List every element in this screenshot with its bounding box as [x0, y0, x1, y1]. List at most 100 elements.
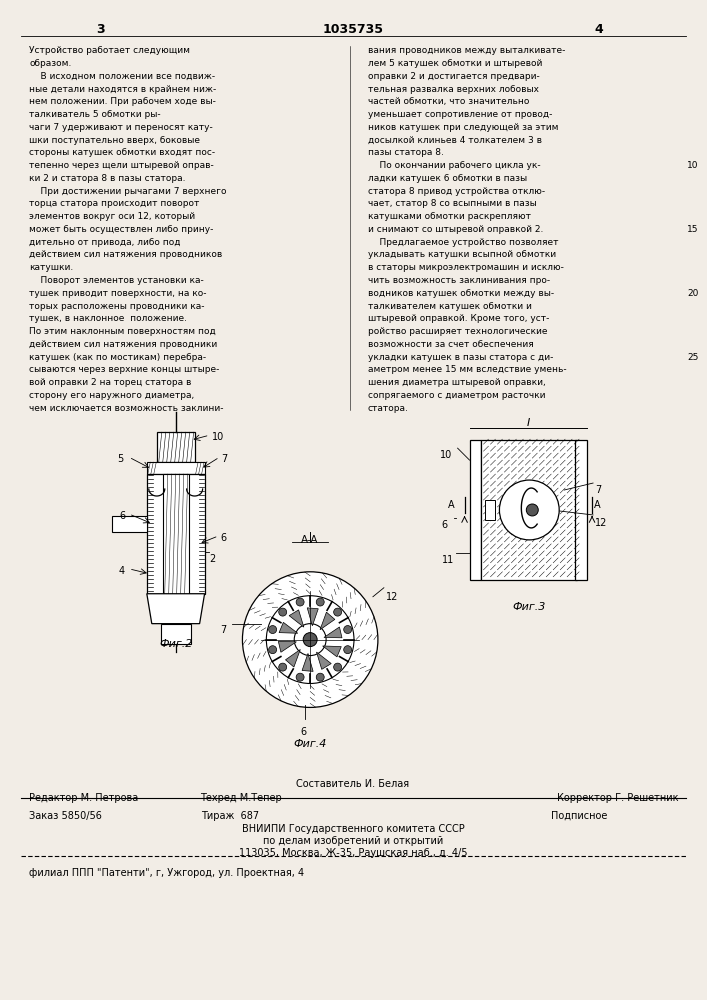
- Text: чает, статор 8 со всыпными в пазы: чает, статор 8 со всыпными в пазы: [368, 199, 537, 208]
- Text: уменьшает сопротивление от провод-: уменьшает сопротивление от провод-: [368, 110, 552, 119]
- Polygon shape: [324, 627, 342, 638]
- Text: ладки катушек 6 обмотки в пазы: ладки катушек 6 обмотки в пазы: [368, 174, 527, 183]
- Text: 7: 7: [221, 625, 227, 635]
- Circle shape: [279, 608, 286, 616]
- Text: тельная развалка верхних лобовых: тельная развалка верхних лобовых: [368, 85, 539, 94]
- Text: шения диаметра штыревой оправки,: шения диаметра штыревой оправки,: [368, 378, 546, 387]
- Text: По этим наклонным поверхностям под: По этим наклонным поверхностям под: [29, 327, 216, 336]
- Text: нем положении. При рабочем ходе вы-: нем положении. При рабочем ходе вы-: [29, 97, 216, 106]
- Bar: [575, 440, 587, 580]
- Text: 12: 12: [386, 592, 398, 602]
- Bar: [160, 624, 191, 644]
- Text: A-A: A-A: [301, 535, 319, 545]
- Text: Техред М.Тепер: Техред М.Тепер: [199, 793, 281, 803]
- Text: 20: 20: [687, 289, 699, 298]
- Circle shape: [267, 596, 354, 683]
- Text: может быть осуществлен либо прину-: может быть осуществлен либо прину-: [29, 225, 214, 234]
- Polygon shape: [286, 649, 300, 667]
- Text: ные детали находятся в крайнем ниж-: ные детали находятся в крайнем ниж-: [29, 85, 216, 94]
- Text: Корректор Г. Решетник: Корректор Г. Решетник: [557, 793, 679, 803]
- Text: сторону его наружного диаметра,: сторону его наружного диаметра,: [29, 391, 194, 400]
- Text: талкиватель 5 обмотки ры-: талкиватель 5 обмотки ры-: [29, 110, 161, 119]
- Polygon shape: [279, 641, 296, 652]
- Text: Фиг.2: Фиг.2: [159, 639, 192, 649]
- Bar: [147, 474, 204, 594]
- Text: лем 5 катушек обмотки и штыревой: лем 5 катушек обмотки и штыревой: [368, 59, 542, 68]
- Text: торца статора происходит поворот: торца статора происходит поворот: [29, 199, 199, 208]
- Text: 5: 5: [117, 454, 123, 464]
- Circle shape: [296, 673, 304, 681]
- Text: сопрягаемого с диаметром расточки: сопрягаемого с диаметром расточки: [368, 391, 545, 400]
- Circle shape: [526, 504, 538, 516]
- Text: пазы статора 8.: пазы статора 8.: [368, 148, 444, 157]
- Bar: [481, 440, 577, 580]
- Text: катушками обмотки раскрепляют: катушками обмотки раскрепляют: [368, 212, 531, 221]
- Circle shape: [316, 673, 325, 681]
- Circle shape: [334, 608, 341, 616]
- Text: Тираж  687: Тираж 687: [201, 811, 259, 821]
- Circle shape: [499, 480, 559, 540]
- Circle shape: [269, 626, 276, 634]
- Text: тепенно через щели штыревой оправ-: тепенно через щели штыревой оправ-: [29, 161, 214, 170]
- Text: A: A: [448, 500, 455, 510]
- Text: 7: 7: [595, 485, 601, 495]
- Bar: [157, 432, 194, 462]
- Text: досылкой клиньев 4 толкателем 3 в: досылкой клиньев 4 толкателем 3 в: [368, 136, 542, 145]
- Text: образом.: образом.: [29, 59, 71, 68]
- Text: филиал ППП "Патенти", г, Ужгород, ул. Проектная, 4: филиал ППП "Патенти", г, Ужгород, ул. Пр…: [29, 868, 305, 878]
- Text: Фиг.4: Фиг.4: [293, 739, 327, 749]
- Text: 4: 4: [595, 23, 603, 36]
- Text: штыревой оправкой. Кроме того, уст-: штыревой оправкой. Кроме того, уст-: [368, 314, 549, 323]
- Text: водников катушек обмотки между вы-: водников катушек обмотки между вы-: [368, 289, 554, 298]
- Text: укладывать катушки всыпной обмотки: укладывать катушки всыпной обмотки: [368, 250, 556, 259]
- Text: Предлагаемое устройство позволяет: Предлагаемое устройство позволяет: [368, 238, 559, 247]
- Text: 113035, Москва, Ж-35, Раушская наб., д. 4/5: 113035, Москва, Ж-35, Раушская наб., д. …: [239, 848, 467, 858]
- Text: тушек приводит поверхности, на ко-: тушек приводит поверхности, на ко-: [29, 289, 206, 298]
- Text: чить возможность заклинивания про-: чить возможность заклинивания про-: [368, 276, 550, 285]
- Text: 1035735: 1035735: [322, 23, 383, 36]
- Bar: [147, 462, 204, 474]
- Text: 12: 12: [595, 518, 607, 528]
- Polygon shape: [308, 608, 318, 626]
- Circle shape: [303, 633, 317, 647]
- Text: дительно от привода, либо под: дительно от привода, либо под: [29, 238, 181, 247]
- Text: вания проводников между выталкивате-: вания проводников между выталкивате-: [368, 46, 566, 55]
- Text: сываются через верхние концы штыре-: сываются через верхние концы штыре-: [29, 365, 220, 374]
- Text: 11: 11: [442, 555, 454, 565]
- Text: возможности за счет обеспечения: возможности за счет обеспечения: [368, 340, 534, 349]
- Polygon shape: [317, 652, 331, 669]
- Text: вой оправки 2 на торец статора в: вой оправки 2 на торец статора в: [29, 378, 192, 387]
- Text: ки 2 и статора 8 в пазы статора.: ки 2 и статора 8 в пазы статора.: [29, 174, 186, 183]
- Text: 10: 10: [687, 161, 699, 170]
- Bar: [469, 440, 481, 580]
- Polygon shape: [320, 612, 335, 630]
- Text: Подписное: Подписное: [551, 811, 607, 821]
- Text: чем исключается возможность заклини-: чем исключается возможность заклини-: [29, 404, 224, 413]
- Text: По окончании рабочего цикла ук-: По окончании рабочего цикла ук-: [368, 161, 541, 170]
- Text: A: A: [594, 500, 600, 510]
- Text: Фиг.3: Фиг.3: [513, 602, 546, 612]
- Circle shape: [296, 598, 304, 606]
- Text: действием сил натяжения проводников: действием сил натяжения проводников: [29, 250, 223, 259]
- Text: В исходном положении все подвиж-: В исходном положении все подвиж-: [29, 72, 216, 81]
- Polygon shape: [289, 610, 304, 627]
- Text: статора.: статора.: [368, 404, 409, 413]
- Circle shape: [316, 598, 325, 606]
- Bar: [486, 500, 496, 520]
- Circle shape: [279, 663, 286, 671]
- Polygon shape: [279, 622, 298, 633]
- Text: чаги 7 удерживают и переносят кату-: чаги 7 удерживают и переносят кату-: [29, 123, 213, 132]
- Circle shape: [269, 646, 276, 654]
- Text: 25: 25: [687, 353, 699, 362]
- Text: торых расположены проводники ка-: торых расположены проводники ка-: [29, 302, 205, 311]
- Text: и снимают со штыревой оправкой 2.: и снимают со штыревой оправкой 2.: [368, 225, 543, 234]
- Text: по делам изобретений и открытий: по делам изобретений и открытий: [263, 836, 443, 846]
- Text: 4: 4: [119, 566, 125, 576]
- Text: Устройство работает следующим: Устройство работает следующим: [29, 46, 190, 55]
- Text: элементов вокруг оси 12, который: элементов вокруг оси 12, который: [29, 212, 195, 221]
- Text: оправки 2 и достигается предвари-: оправки 2 и достигается предвари-: [368, 72, 539, 81]
- Text: стороны катушек обмотки входят пос-: стороны катушек обмотки входят пос-: [29, 148, 216, 157]
- Text: ников катушек при следующей за этим: ников катушек при следующей за этим: [368, 123, 559, 132]
- Text: 15: 15: [687, 225, 699, 234]
- Text: аметром менее 15 мм вследствие умень-: аметром менее 15 мм вследствие умень-: [368, 365, 566, 374]
